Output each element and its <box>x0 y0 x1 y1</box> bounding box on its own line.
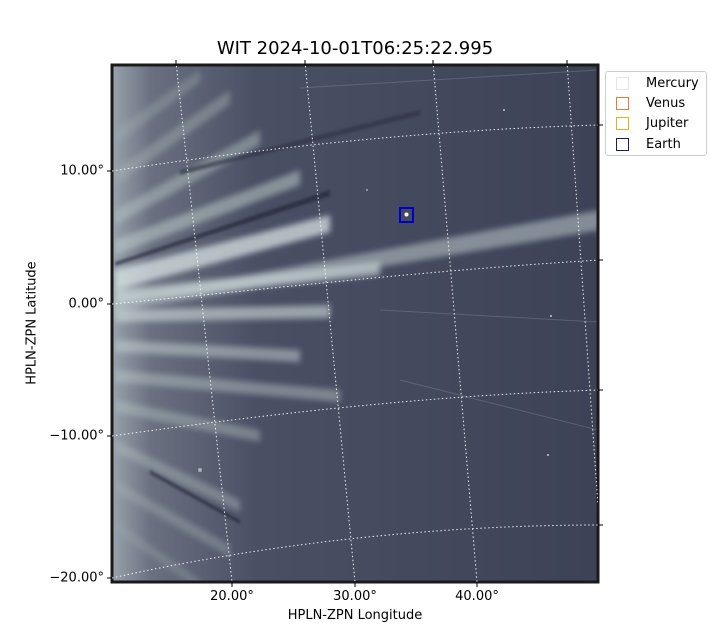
y-axis-label: HPLN-ZPN Latitude <box>24 261 40 385</box>
legend-item-earth: Earth <box>616 135 681 153</box>
legend-label: Venus <box>646 95 686 111</box>
ytick-label: −10.00° <box>49 428 104 444</box>
legend-swatch <box>616 137 629 151</box>
x-axis-label: HPLN-ZPN Longitude <box>287 608 423 623</box>
legend-item-mercury: Mercury <box>616 74 699 92</box>
earth-marker <box>399 207 414 223</box>
coordinate-grid <box>112 65 598 582</box>
legend-swatch <box>616 116 629 130</box>
ytick-label: 0.00° <box>68 296 104 312</box>
legend: Mercury Venus Jupiter Earth <box>605 71 707 156</box>
plot-title: WIT 2024-10-01T06:25:22.995 <box>216 38 494 59</box>
legend-label: Mercury <box>646 75 699 91</box>
legend-item-venus: Venus <box>616 94 685 112</box>
legend-label: Jupiter <box>646 115 689 131</box>
legend-swatch <box>616 76 629 90</box>
tick-marks <box>107 60 603 587</box>
legend-item-jupiter: Jupiter <box>616 114 688 132</box>
ytick-label: −20.00° <box>49 570 104 586</box>
xtick-label: 40.00° <box>455 589 499 604</box>
ytick-label: 10.00° <box>60 163 104 179</box>
legend-label: Earth <box>646 136 681 152</box>
streamers <box>112 69 598 582</box>
xtick-label: 30.00° <box>333 589 377 604</box>
legend-swatch <box>616 96 629 110</box>
xtick-label: 20.00° <box>210 589 254 604</box>
